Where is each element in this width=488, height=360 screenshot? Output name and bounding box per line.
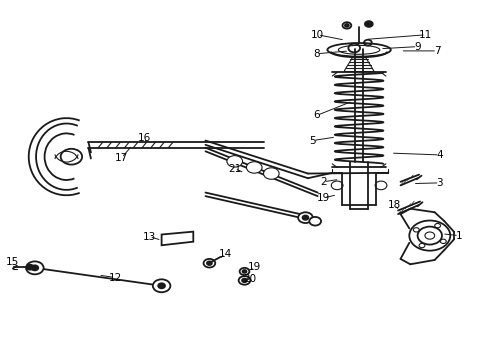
Circle shape: [302, 216, 308, 220]
Circle shape: [26, 261, 43, 274]
Circle shape: [238, 276, 250, 285]
Text: 5: 5: [309, 136, 315, 145]
Text: 7: 7: [433, 46, 440, 56]
Text: 16: 16: [138, 133, 151, 143]
Circle shape: [242, 279, 246, 282]
Circle shape: [242, 270, 246, 273]
Text: 19: 19: [247, 262, 260, 272]
Circle shape: [206, 261, 211, 265]
Text: 2: 2: [320, 177, 326, 187]
Text: 13: 13: [142, 232, 156, 242]
Text: 21: 21: [228, 163, 241, 174]
Circle shape: [246, 162, 262, 173]
Text: 17: 17: [115, 153, 128, 163]
Circle shape: [344, 24, 348, 27]
Circle shape: [226, 156, 242, 167]
Text: 18: 18: [387, 200, 401, 210]
Text: 8: 8: [313, 49, 319, 59]
Text: 3: 3: [435, 178, 442, 188]
Circle shape: [364, 21, 372, 27]
Text: 10: 10: [310, 30, 324, 40]
Text: 19: 19: [316, 193, 329, 203]
Text: 20: 20: [243, 274, 255, 284]
Circle shape: [263, 168, 279, 179]
Text: 1: 1: [455, 231, 462, 240]
Circle shape: [309, 217, 321, 226]
Circle shape: [298, 212, 312, 223]
Text: 12: 12: [108, 273, 122, 283]
Circle shape: [31, 265, 38, 270]
Circle shape: [158, 283, 164, 288]
Text: 15: 15: [6, 257, 20, 267]
Circle shape: [26, 265, 33, 270]
Circle shape: [153, 279, 170, 292]
Text: 14: 14: [218, 248, 231, 258]
Text: 11: 11: [418, 30, 431, 40]
Text: 9: 9: [413, 42, 420, 51]
Text: 6: 6: [313, 111, 319, 121]
Text: 4: 4: [435, 150, 442, 160]
